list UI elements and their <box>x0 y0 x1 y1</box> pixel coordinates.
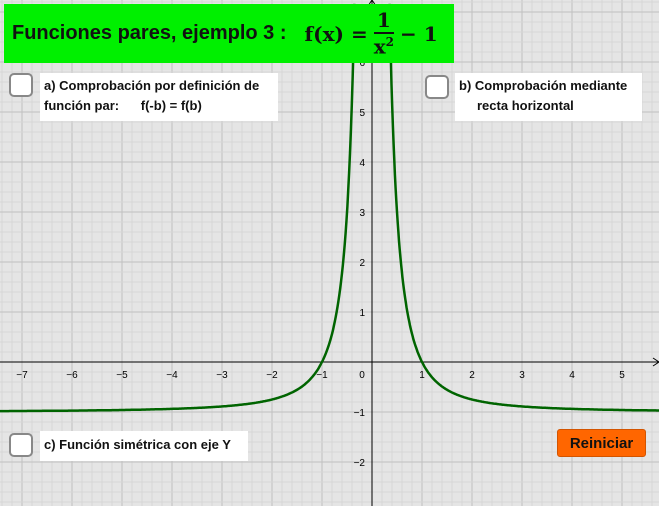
x-axis-arrow <box>652 357 659 367</box>
x-tick-label: 1 <box>419 370 425 381</box>
function-curve[interactable] <box>0 3 659 413</box>
formula-tail: − 1 <box>400 21 438 46</box>
checkbox-a-label: a) Comprobación por definición de funció… <box>40 73 278 121</box>
y-tick-label: 4 <box>359 158 365 169</box>
x-tick-label: −6 <box>66 370 78 381</box>
checkbox-c-label: c) Función simétrica con eje Y <box>40 431 248 461</box>
formula-lhs: f(x) = <box>304 21 368 46</box>
checkbox-b-label-line2: recta horizontal <box>477 98 574 113</box>
y-tick-label: 1 <box>359 308 365 319</box>
title-banner: Funciones pares, ejemplo 3 : f(x) = 1 x2… <box>4 4 454 63</box>
fraction-numerator: 1 <box>373 10 394 35</box>
x-tick-label: −1 <box>316 370 328 381</box>
checkbox-b-label: b) Comprobación mediante recta horizonta… <box>455 73 642 121</box>
reset-button[interactable]: Reiniciar <box>557 429 646 457</box>
x-tick-label: −2 <box>266 370 278 381</box>
formula: f(x) = 1 x2 − 1 <box>305 10 438 57</box>
checkbox-c[interactable] <box>9 433 33 457</box>
den-exponent: 2 <box>385 35 395 50</box>
fraction: 1 x2 <box>374 10 394 57</box>
checkbox-a[interactable] <box>9 73 33 97</box>
checkbox-b[interactable] <box>425 75 449 99</box>
y-tick-label: −1 <box>354 408 366 419</box>
title-text: Funciones pares, ejemplo 3 : <box>12 22 287 44</box>
x-tick-label: −4 <box>166 370 178 381</box>
checkbox-b-label-line1: b) Comprobación mediante <box>459 78 628 93</box>
tick-labels: −7 −6 −5 −4 −3 −2 −1 0 1 2 3 4 5 −2 −1 1 2 3 4 5 6 <box>16 58 625 469</box>
y-tick-label: 3 <box>359 208 365 219</box>
fraction-denominator: x2 <box>374 34 394 57</box>
x-tick-label: 5 <box>619 370 625 381</box>
y-tick-label: 2 <box>359 258 365 269</box>
y-tick-label: −2 <box>354 458 366 469</box>
checkbox-a-label-line2: función par: f(-b) = f(b) <box>44 98 202 113</box>
x-tick-label: 3 <box>519 370 525 381</box>
checkbox-a-label-line1: a) Comprobación por definición de <box>44 78 260 93</box>
x-tick-label: 2 <box>469 370 475 381</box>
x-tick-label: −3 <box>216 370 228 381</box>
y-tick-label: 5 <box>359 108 365 119</box>
x-tick-label: −5 <box>116 370 128 381</box>
den-base: x <box>373 34 386 59</box>
y-tick-label: 6 <box>359 58 365 69</box>
x-tick-label: −7 <box>16 370 28 381</box>
x-tick-label: 4 <box>569 370 575 381</box>
x-tick-label: 0 <box>359 370 365 381</box>
